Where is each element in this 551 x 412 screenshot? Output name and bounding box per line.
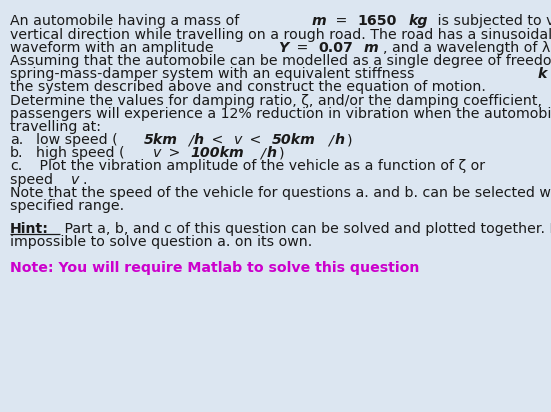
Text: speed: speed xyxy=(10,173,57,187)
Text: is subjected to vibration in the: is subjected to vibration in the xyxy=(434,14,551,28)
Text: v: v xyxy=(71,173,79,187)
Text: Assuming that the automobile can be modelled as a single degree of freedom: Assuming that the automobile can be mode… xyxy=(10,54,551,68)
Text: h: h xyxy=(266,146,277,160)
Text: .: . xyxy=(82,173,87,187)
Text: spring-mass-damper system with an equivalent stiffness: spring-mass-damper system with an equiva… xyxy=(10,67,419,81)
Text: ): ) xyxy=(279,146,285,160)
Text: impossible to solve question a. on its own.: impossible to solve question a. on its o… xyxy=(10,235,312,249)
Text: 5km: 5km xyxy=(144,133,178,147)
Text: vertical direction while travelling on a rough road. The road has a sinusoidal: vertical direction while travelling on a… xyxy=(10,28,551,42)
Text: An automobile having a mass of: An automobile having a mass of xyxy=(10,14,244,28)
Text: Determine the values for damping ratio, ζ, and/or the damping coefficient,: Determine the values for damping ratio, … xyxy=(10,94,547,108)
Text: =: = xyxy=(550,67,551,81)
Text: >: > xyxy=(164,146,185,160)
Text: m: m xyxy=(311,14,326,28)
Text: 100km: 100km xyxy=(191,146,245,160)
Text: Y: Y xyxy=(278,41,289,55)
Text: k: k xyxy=(538,67,547,81)
Text: Note: You will require Matlab to solve this question: Note: You will require Matlab to solve t… xyxy=(10,261,419,275)
Text: kg: kg xyxy=(408,14,428,28)
Text: Hint:: Hint: xyxy=(10,222,49,236)
Text: h: h xyxy=(334,133,344,147)
Text: low speed (: low speed ( xyxy=(27,133,118,147)
Text: Part a, b, and c of this question can be solved and plotted together. It may be: Part a, b, and c of this question can be… xyxy=(60,222,551,236)
Text: , and a wavelength of λ =: , and a wavelength of λ = xyxy=(382,41,551,55)
Text: the system described above and construct the equation of motion.: the system described above and construct… xyxy=(10,80,486,94)
Text: travelling at:: travelling at: xyxy=(10,120,101,134)
Text: m: m xyxy=(364,41,379,55)
Text: /: / xyxy=(188,133,192,147)
Text: =: = xyxy=(291,41,312,55)
Text: ): ) xyxy=(347,133,353,147)
Text: /: / xyxy=(328,133,333,147)
Text: v: v xyxy=(153,146,161,160)
Text: =: = xyxy=(331,14,352,28)
Text: h: h xyxy=(194,133,204,147)
Text: <: < xyxy=(245,133,266,147)
Text: <: < xyxy=(207,133,228,147)
Text: 0.07: 0.07 xyxy=(318,41,354,55)
Text: c.: c. xyxy=(10,159,22,173)
Text: Plot the vibration amplitude of the vehicle as a function of ζ or: Plot the vibration amplitude of the vehi… xyxy=(26,159,489,173)
Text: b.: b. xyxy=(10,146,24,160)
Text: high speed (: high speed ( xyxy=(28,146,125,160)
Text: passengers will experience a 12% reduction in vibration when the automobile is: passengers will experience a 12% reducti… xyxy=(10,107,551,121)
Text: specified range.: specified range. xyxy=(10,199,124,213)
Text: waveform with an amplitude: waveform with an amplitude xyxy=(10,41,218,55)
Text: Note that the speed of the vehicle for questions a. and b. can be selected withi: Note that the speed of the vehicle for q… xyxy=(10,186,551,200)
Text: a.: a. xyxy=(10,133,23,147)
Text: Hint:: Hint: xyxy=(10,222,49,236)
Text: v: v xyxy=(234,133,242,147)
Text: /: / xyxy=(260,146,265,160)
Text: 50km: 50km xyxy=(272,133,315,147)
Text: 1650: 1650 xyxy=(358,14,397,28)
